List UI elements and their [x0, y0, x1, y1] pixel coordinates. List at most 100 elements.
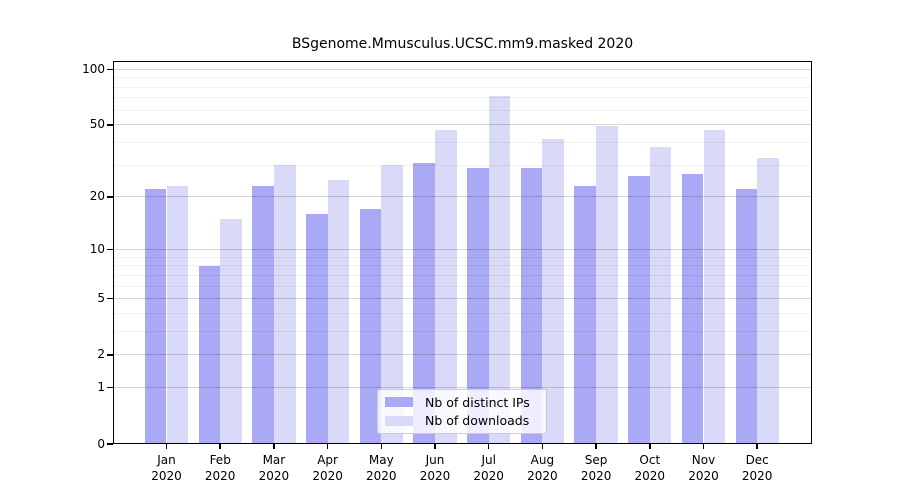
x-tick-jan	[165, 444, 168, 449]
gridline-minor-60	[113, 109, 812, 111]
bar-distinct-ips-feb	[198, 265, 221, 444]
x-tick-month-jul: Jul	[481, 453, 496, 467]
x-tick-year-jan: 2020	[151, 469, 182, 483]
x-tick-month-jun: Jun	[425, 453, 445, 467]
y-tick-50	[107, 124, 113, 126]
bar-distinct-ips-jan	[144, 189, 167, 444]
legend-label-downloads: Nb of downloads	[425, 413, 530, 429]
bar-downloads-mar	[273, 165, 296, 444]
gridline-major-100	[113, 68, 812, 70]
gridline-minor-9	[113, 256, 812, 258]
bar-downloads-jul	[488, 95, 511, 444]
x-tick-mar	[273, 444, 275, 449]
x-tick-month-sep: Sep	[584, 453, 608, 467]
bar-distinct-ips-jun	[413, 162, 435, 444]
x-tick-label-aug: Aug 2020	[514, 452, 570, 484]
y-tick-0	[107, 443, 113, 445]
bar-distinct-ips-nov	[681, 173, 704, 444]
gridline-major-50	[113, 124, 812, 126]
x-tick-sep	[595, 444, 597, 449]
x-tick-month-feb: Feb	[209, 453, 231, 467]
gridline-minor-90	[113, 77, 812, 79]
x-tick-month-dec: Dec	[745, 453, 769, 467]
chart-title: BSgenome.Mmusculus.UCSC.mm9.masked 2020	[291, 36, 634, 52]
y-tick-5	[107, 297, 113, 300]
bar-downloads-may	[381, 165, 403, 444]
x-tick-label-oct: Oct 2020	[622, 452, 678, 484]
bar-downloads-apr	[327, 179, 350, 444]
x-tick-year-may: 2020	[366, 469, 397, 483]
x-tick-year-dec: 2020	[741, 469, 773, 483]
bar-distinct-ips-may	[359, 209, 382, 444]
y-tick-2	[107, 354, 113, 356]
x-tick-month-jan: Jan	[157, 453, 176, 467]
legend-swatch-downloads	[385, 415, 413, 426]
x-tick-year-aug: 2020	[527, 469, 558, 483]
x-tick-month-nov: Nov	[691, 453, 716, 467]
bar-distinct-ips-sep	[574, 186, 597, 444]
gridline-minor-30	[113, 164, 812, 166]
y-tick-label-20: 20	[89, 189, 105, 204]
gridline-major-5	[113, 298, 812, 300]
x-tick-year-nov: 2020	[688, 469, 719, 483]
gridline-minor-8	[113, 265, 812, 267]
bar-downloads-feb	[220, 218, 242, 444]
bar-distinct-ips-apr	[305, 214, 328, 444]
bar-distinct-ips-oct	[628, 176, 650, 444]
bar-downloads-dec	[757, 157, 779, 444]
gridline-minor-40	[113, 142, 812, 144]
legend-label-distinct-ips: Nb of distinct IPs	[425, 394, 530, 410]
x-tick-month-oct: Oct	[639, 453, 661, 467]
gridline-minor-7	[113, 274, 812, 276]
gridline-minor-70	[113, 97, 812, 99]
x-tick-year-oct: 2020	[634, 469, 666, 483]
y-tick-1	[107, 386, 113, 389]
bar-distinct-ips-aug	[520, 167, 543, 444]
x-tick-label-dec: Dec 2020	[729, 452, 785, 484]
x-tick-aug	[541, 444, 544, 449]
y-tick-label-0: 0	[97, 436, 105, 451]
x-tick-label-apr: Apr 2020	[300, 452, 356, 484]
x-tick-label-jun: Jun 2020	[407, 452, 463, 484]
x-tick-label-feb: Feb 2020	[192, 452, 248, 484]
x-tick-year-mar: 2020	[258, 469, 290, 483]
x-tick-year-feb: 2020	[204, 469, 236, 483]
y-tick-label-2: 2	[97, 347, 105, 362]
x-tick-month-mar: Mar	[262, 453, 286, 467]
y-tick-10	[107, 248, 113, 251]
x-tick-label-may: May 2020	[353, 452, 409, 484]
y-tick-label-1: 1	[97, 380, 105, 395]
x-tick-label-jul: Jul 2020	[461, 452, 517, 484]
x-tick-may	[380, 444, 383, 449]
gridline-major-20	[113, 196, 812, 198]
x-tick-dec	[756, 444, 758, 449]
bar-distinct-ips-mar	[252, 186, 274, 444]
x-tick-nov	[702, 444, 705, 449]
x-tick-label-jan: Jan 2020	[139, 452, 195, 484]
bar-distinct-ips-dec	[735, 189, 758, 444]
x-tick-label-mar: Mar 2020	[246, 452, 302, 484]
bar-downloads-sep	[596, 126, 618, 444]
y-tick-label-50: 50	[89, 117, 105, 132]
x-tick-feb	[219, 444, 221, 449]
y-tick-label-100: 100	[82, 61, 105, 76]
y-tick-label-5: 5	[97, 291, 105, 306]
gridline-minor-4	[113, 312, 812, 314]
x-tick-year-jun: 2020	[419, 469, 451, 483]
bar-downloads-jun	[435, 129, 457, 444]
bar-downloads-nov	[703, 129, 726, 444]
bar-distinct-ips-jul	[467, 167, 489, 444]
y-tick-20	[107, 196, 113, 198]
y-tick-100	[107, 68, 113, 71]
x-tick-month-may: May	[368, 453, 394, 467]
plot-area: Nb of distinct IPs Nb of downloads	[113, 61, 812, 444]
x-tick-jun	[434, 444, 436, 449]
legend: Nb of distinct IPs Nb of downloads	[377, 389, 547, 434]
gridline-minor-80	[113, 86, 812, 88]
gridline-minor-6	[113, 285, 812, 287]
x-tick-year-sep: 2020	[580, 469, 612, 483]
x-tick-month-apr: Apr	[317, 453, 338, 467]
y-tick-label-10: 10	[89, 241, 105, 256]
x-tick-label-sep: Sep 2020	[568, 452, 624, 484]
